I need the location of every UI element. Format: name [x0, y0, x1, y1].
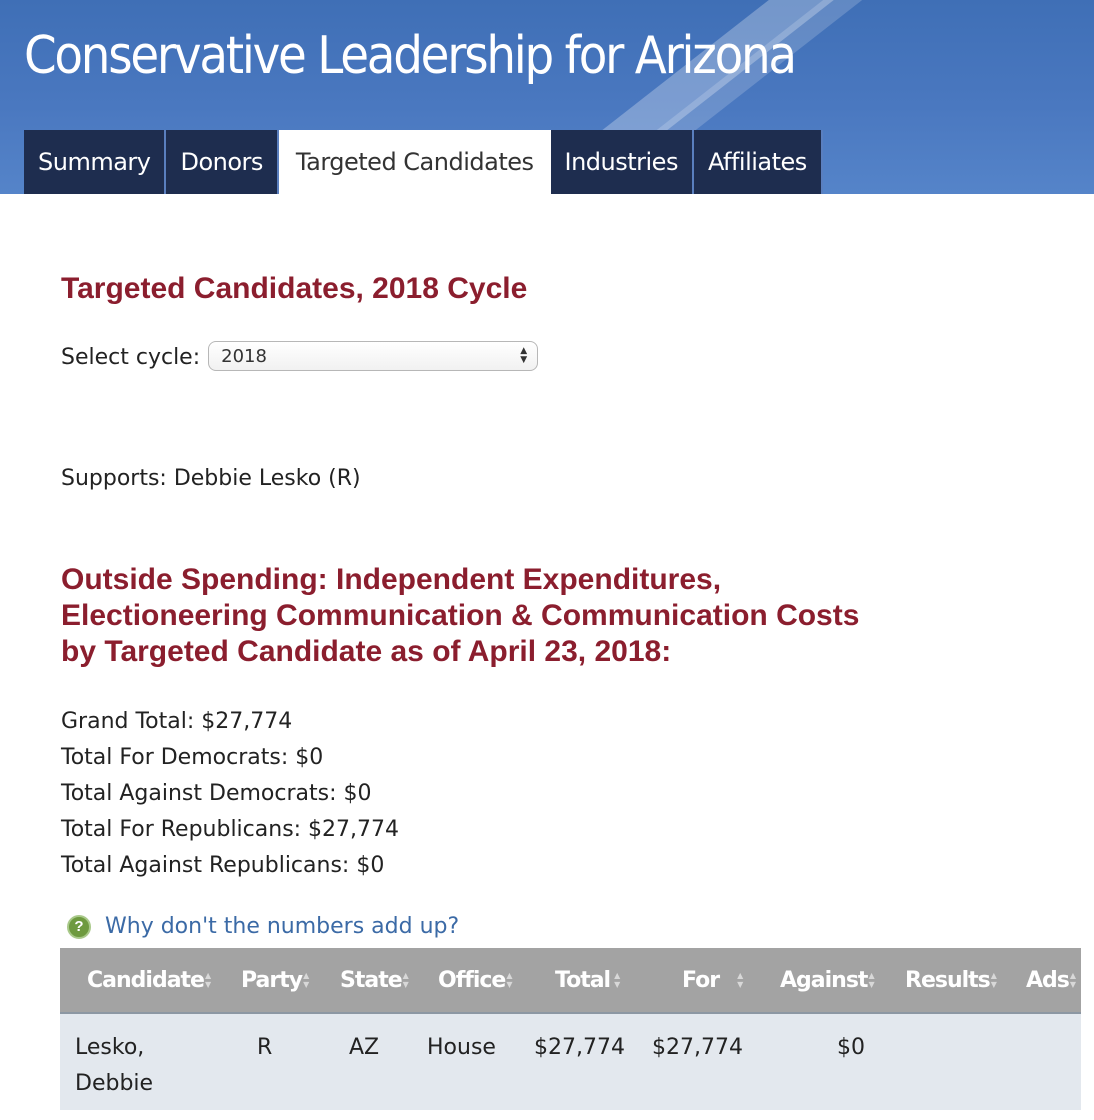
column-header-party[interactable]: Party ▲ ▼	[241, 967, 309, 993]
page-title: Targeted Candidates, 2018 Cycle	[61, 272, 528, 305]
tab-affiliates[interactable]: Affiliates	[693, 130, 823, 194]
sort-icon: ▲ ▼	[990, 971, 997, 989]
tab-bar: Summary Donors Targeted Candidates Indus…	[24, 130, 823, 194]
sort-icon: ▲ ▼	[303, 971, 309, 989]
total-for-democrats: Total For Democrats: $0	[61, 745, 324, 770]
cell-office: House	[427, 1035, 496, 1060]
site-title: Conservative Leadership for Arizona	[24, 26, 797, 86]
sort-icon: ▲ ▼	[614, 971, 620, 989]
column-header-results[interactable]: Results ▲ ▼	[905, 967, 997, 993]
cycle-select-value: 2018	[221, 345, 267, 367]
column-header-state[interactable]: State ▲ ▼	[340, 967, 409, 993]
cycle-select[interactable]: 2018 ▲ ▼	[208, 341, 539, 371]
cell-against: $0	[837, 1035, 865, 1060]
cell-party: R	[257, 1035, 273, 1060]
cell-total: $27,774	[534, 1035, 625, 1060]
tab-summary[interactable]: Summary	[24, 130, 167, 194]
sort-icon: ▲ ▼	[737, 971, 743, 989]
cell-candidate[interactable]: Lesko, Debbie	[75, 1035, 154, 1096]
sort-icon: ▲ ▼	[868, 971, 874, 989]
supports-text: Supports: Debbie Lesko (R)	[61, 466, 361, 491]
column-header-candidate[interactable]: Candidate ▲ ▼	[87, 967, 211, 993]
column-header-against[interactable]: Against ▲ ▼	[780, 967, 875, 993]
sort-icon: ▲ ▼	[506, 971, 512, 989]
column-header-for[interactable]: For ▲ ▼	[682, 967, 743, 993]
cell-for: $27,774	[652, 1035, 743, 1060]
total-against-democrats: Total Against Democrats: $0	[61, 781, 372, 806]
table-header: Candidate ▲ ▼ Party ▲ ▼ State ▲ ▼ Office ▲ ▼ Tot…	[60, 948, 1081, 1012]
why-numbers-link[interactable]: Why don't the numbers add up?	[105, 914, 460, 939]
total-for-republicans: Total For Republicans: $27,774	[61, 817, 400, 842]
column-header-total[interactable]: Total ▲ ▼	[555, 967, 620, 993]
sort-icon: ▲ ▼	[204, 971, 211, 989]
cell-state: AZ	[349, 1035, 380, 1060]
tab-industries[interactable]: Industries	[550, 130, 694, 194]
grand-total: Grand Total: $27,774	[61, 709, 293, 734]
heading-line: Outside Spending: Independent Expenditur…	[61, 563, 722, 596]
cycle-selector-row: Select cycle: 2018 ▲ ▼	[61, 341, 539, 371]
tab-donors[interactable]: Donors	[166, 130, 279, 194]
help-row: ? Why don't the numbers add up?	[67, 914, 459, 939]
total-against-republicans: Total Against Republicans: $0	[61, 853, 385, 878]
heading-line: Electioneering Communication & Communica…	[61, 599, 860, 632]
candidates-table: Candidate ▲ ▼ Party ▲ ▼ State ▲ ▼ Office ▲ ▼ Tot…	[60, 948, 1081, 1110]
outside-spending-heading: Outside Spending: Independent Expenditur…	[61, 562, 961, 670]
column-header-office[interactable]: Office ▲ ▼	[438, 967, 513, 993]
heading-line: by Targeted Candidate as of April 23, 20…	[61, 635, 672, 668]
column-header-ads[interactable]: Ads ▲ ▼	[1026, 967, 1076, 993]
totals-list: Grand Total: $27,774 Total For Democrats…	[61, 704, 399, 884]
sort-icon: ▲ ▼	[402, 971, 409, 989]
question-icon[interactable]: ?	[67, 914, 91, 939]
select-arrows-icon: ▲ ▼	[520, 346, 528, 365]
site-header: Conservative Leadership for Arizona Summ…	[0, 0, 1094, 194]
tab-targeted-candidates[interactable]: Targeted Candidates	[278, 130, 551, 194]
cycle-label: Select cycle:	[61, 344, 201, 370]
sort-icon: ▲ ▼	[1069, 971, 1076, 989]
table-row: Lesko, Debbie R AZ House $27,774 $27,774…	[60, 1012, 1081, 1110]
